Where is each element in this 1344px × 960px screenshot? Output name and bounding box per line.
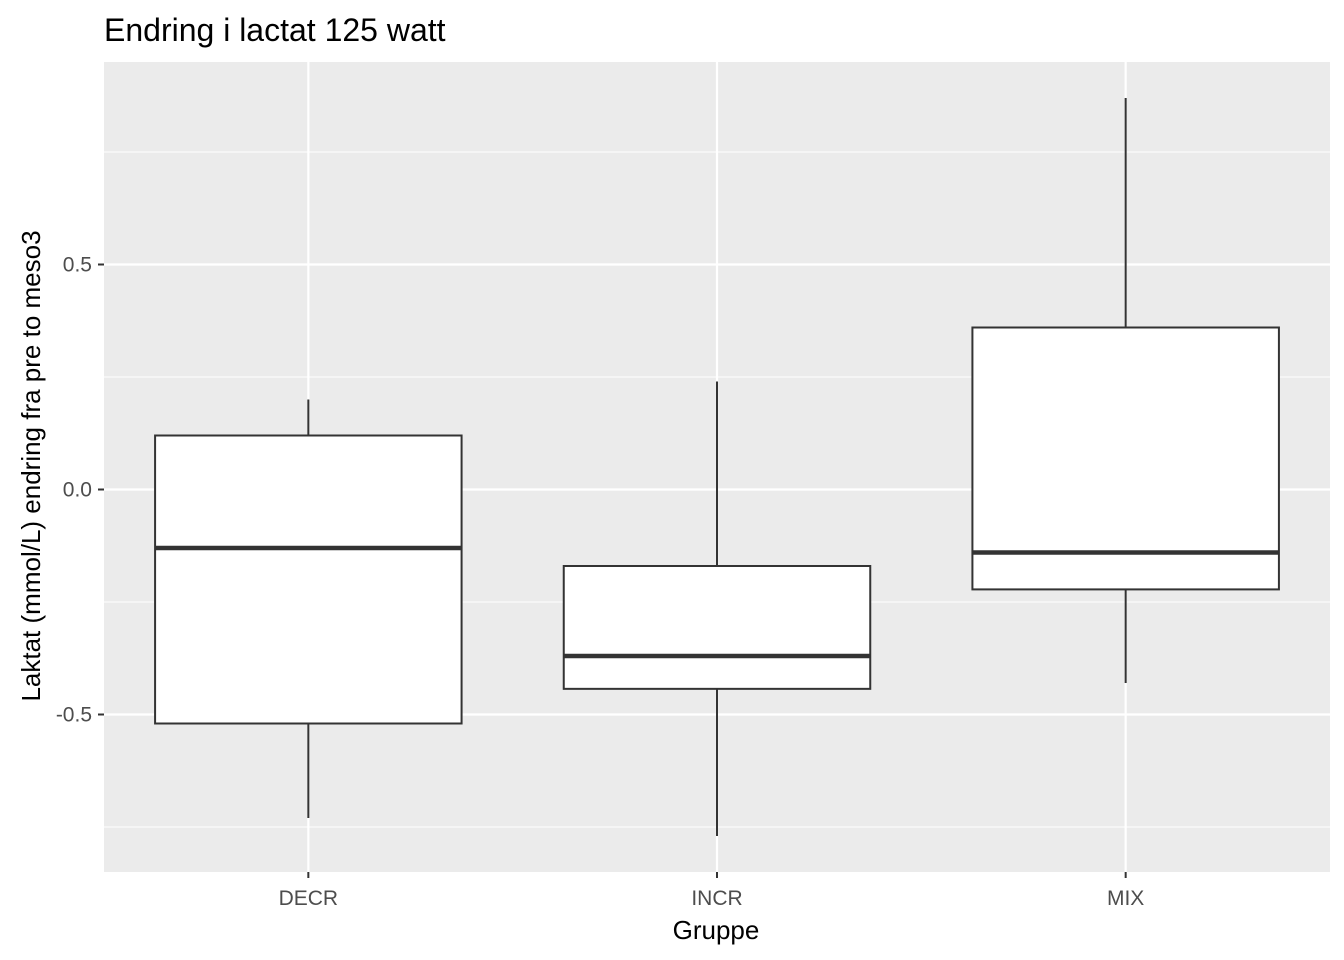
y-axis-title: Laktat (mmol/L) endring fra pre to meso3 bbox=[16, 230, 46, 701]
box-iqr bbox=[154, 434, 463, 725]
y-tick-label: 0.0 bbox=[63, 479, 92, 502]
box-iqr bbox=[971, 326, 1280, 591]
x-tick-label: INCR bbox=[691, 887, 742, 910]
x-axis-ticks: DECR INCR MIX bbox=[279, 872, 1144, 910]
box-iqr bbox=[562, 565, 872, 690]
boxes bbox=[154, 98, 1280, 836]
y-tick-label: 0.5 bbox=[63, 254, 92, 277]
box-mix bbox=[971, 98, 1280, 683]
y-axis-ticks: -0.5 0.0 0.5 bbox=[56, 254, 104, 727]
x-tick-label: DECR bbox=[279, 887, 339, 910]
x-axis-title: Gruppe bbox=[673, 915, 760, 945]
chart-title: Endring i lactat 125 watt bbox=[104, 12, 446, 48]
box-incr bbox=[562, 381, 872, 836]
x-tick-label: MIX bbox=[1107, 887, 1144, 910]
y-tick-label: -0.5 bbox=[56, 704, 92, 727]
box-decr bbox=[154, 399, 463, 818]
